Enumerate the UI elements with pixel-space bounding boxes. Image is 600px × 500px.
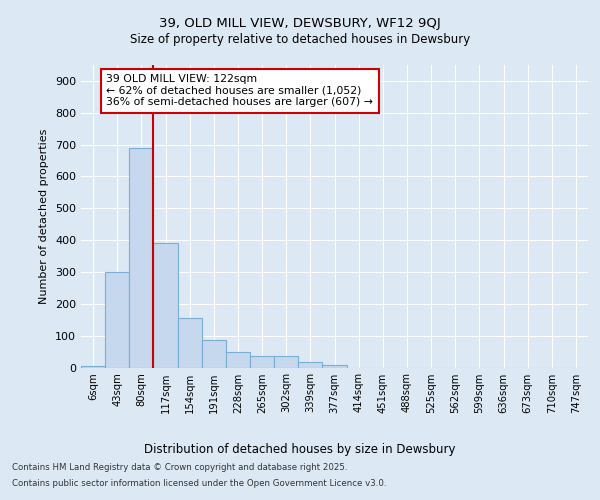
Bar [154,244,178,368]
Bar [298,362,322,368]
Text: Contains HM Land Registry data © Crown copyright and database right 2025.: Contains HM Land Registry data © Crown c… [12,464,347,472]
Bar [250,356,274,368]
Text: Contains public sector information licensed under the Open Government Licence v3: Contains public sector information licen… [12,478,386,488]
Bar [178,318,202,368]
Text: Size of property relative to detached houses in Dewsbury: Size of property relative to detached ho… [130,32,470,46]
Bar [274,356,298,368]
Text: Distribution of detached houses by size in Dewsbury: Distribution of detached houses by size … [144,442,456,456]
Bar [202,340,226,367]
Bar [81,366,105,368]
Bar [105,272,129,368]
Bar [129,148,154,368]
Text: 39, OLD MILL VIEW, DEWSBURY, WF12 9QJ: 39, OLD MILL VIEW, DEWSBURY, WF12 9QJ [159,18,441,30]
Bar [226,352,250,368]
Text: 39 OLD MILL VIEW: 122sqm
← 62% of detached houses are smaller (1,052)
36% of sem: 39 OLD MILL VIEW: 122sqm ← 62% of detach… [106,74,373,108]
Bar [322,365,347,368]
Y-axis label: Number of detached properties: Number of detached properties [40,128,49,304]
